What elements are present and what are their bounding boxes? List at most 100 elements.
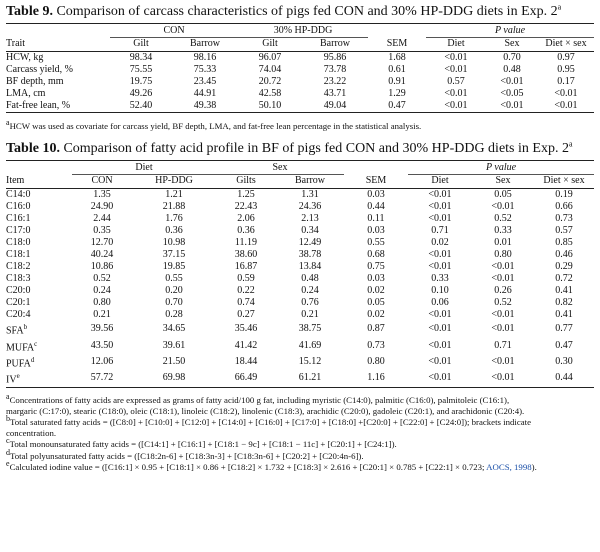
footnote-text: Total saturated fatty acids = ([C8:0] + … (10, 416, 532, 427)
table10-column-header-row: Item CON HP-DDG Gilts Barrow SEM Diet Se… (6, 174, 594, 190)
table-cell: <0.01 (428, 261, 452, 273)
table-cell: 19.75 (129, 76, 153, 87)
table-cell: 10.98 (162, 237, 186, 249)
row-label-text: C16:1 (6, 213, 31, 225)
table10-title: Comparison of fatty acid profile in BF o… (59, 141, 569, 157)
table-cell: 21.50 (162, 356, 186, 368)
table-cell: 0.80 (494, 249, 512, 261)
table-cell: 49.04 (302, 100, 368, 113)
row-label-text: C18:1 (6, 249, 31, 261)
footnote-line: eCalculated iodine value = ([C16:1] × 0.… (6, 459, 594, 473)
table9-group-header-row: CON 30% HP-DDG P value (6, 23, 594, 38)
table-cell: 0.48 (301, 273, 319, 285)
row-label: PUFAd (6, 354, 72, 370)
table9-title: Comparison of carcass characteristics of… (52, 4, 558, 19)
table10-caption-sup: a (568, 139, 573, 149)
table-cell: 2.06 (237, 213, 255, 225)
table-cell: 0.71 (431, 225, 449, 237)
table9-col-barrow-2: Barrow (302, 37, 368, 52)
table-cell: 0.03 (367, 273, 385, 285)
table-cell: 0.41 (555, 309, 573, 321)
table-cell: <0.01 (444, 52, 468, 63)
footnote-text: Calculated iodine value = ([C16:1] × 0.9… (9, 461, 487, 472)
row-label-sup: b (23, 323, 28, 332)
table-cell: 1.68 (388, 52, 406, 63)
row-label-text: MUFA (6, 341, 35, 353)
table-cell: <0.01 (428, 356, 452, 368)
table9-footnote-text: HCW was used as covariate for carcass yi… (9, 121, 422, 131)
row-label-text: C14:0 (6, 189, 31, 201)
table-cell: 38.60 (234, 249, 258, 261)
table-cell: 0.80 (367, 356, 385, 368)
row-label-text: PUFA (6, 358, 31, 370)
row-label: IVe (6, 370, 72, 388)
table-row: C20:1 0.80 0.70 0.74 0.76 0.05 0.06 0.52 0.82 (6, 297, 594, 309)
table-cell: 1.76 (165, 213, 183, 225)
table-cell: 57.72 (72, 370, 132, 388)
table-row: LMA, cm 49.26 44.91 42.58 43.71 1.29 <0.01 <0.0… (6, 88, 594, 100)
table10-col-con: CON (72, 174, 132, 190)
row-label: C18:2 (6, 261, 72, 273)
table10-col-diet-x-sex: Diet × sex (534, 174, 594, 190)
table-cell: 61.21 (276, 370, 344, 388)
footnote-tail: ). (531, 461, 537, 472)
table-cell: 0.82 (555, 297, 573, 309)
table-cell: 50.10 (238, 100, 302, 113)
table10-col-gilts: Gilts (216, 174, 276, 190)
table-cell: 0.87 (367, 323, 385, 335)
table-cell: <0.01 (500, 76, 524, 87)
table10-group-sex: Sex (216, 160, 344, 176)
paper-page: Table 9. Comparison of carcass character… (6, 3, 594, 473)
table10-col-barrow: Barrow (276, 174, 344, 190)
footnote-sup: a (6, 391, 10, 401)
table-row: C17:0 0.35 0.36 0.36 0.34 0.03 0.71 0.33 0.57 (6, 225, 594, 237)
table-row: IVe 57.72 69.98 66.49 61.21 1.16 <0.01 <0.01 0.4… (6, 370, 594, 388)
footnote-text: Total monounsaturated fatty acids = ([C1… (9, 439, 397, 450)
table-cell: <0.01 (444, 64, 468, 75)
table-cell: 0.05 (367, 297, 385, 309)
table10-col-diet: Diet (408, 174, 472, 190)
table-cell: 0.76 (301, 297, 319, 309)
table-row: C18:2 10.86 19.85 16.87 13.84 0.75 <0.01 <0.01 0… (6, 261, 594, 273)
table-cell: 44.91 (193, 88, 217, 99)
reference-link[interactable]: AOCS, 1998 (486, 461, 532, 472)
footnote-sup: d (6, 447, 10, 457)
table-cell: 0.30 (555, 356, 573, 368)
table-cell: 0.36 (237, 225, 255, 237)
table10-footnotes: aConcentrations of fatty acids are expre… (6, 391, 594, 473)
table-cell: 1.21 (165, 189, 183, 201)
table-cell: 0.73 (555, 213, 573, 225)
table10-col-hpddg: HP-DDG (132, 174, 216, 190)
table9-col-sex: Sex (486, 37, 538, 52)
table-cell: 0.77 (555, 323, 573, 335)
table-cell: <0.01 (538, 100, 594, 113)
table-cell: <0.01 (491, 356, 515, 368)
table-row: C18:1 40.24 37.15 38.60 38.78 0.68 <0.01 0.80 0.… (6, 249, 594, 261)
table9-caption: Table 9. Comparison of carcass character… (6, 3, 594, 21)
row-label: Fat-free lean, % (6, 100, 110, 113)
table10-group-diet: Diet (72, 160, 216, 176)
table-cell: 0.71 (494, 339, 512, 351)
table-cell: 73.78 (323, 64, 347, 75)
table9-col-diet-x-sex: Diet × sex (538, 37, 594, 52)
table9-col-gilt: Gilt (110, 37, 172, 52)
table-cell: 69.98 (132, 370, 216, 388)
table-cell: 41.42 (234, 339, 258, 351)
table-cell: 42.58 (258, 88, 282, 99)
table-cell: 12.49 (298, 237, 322, 249)
table10: Diet Sex P value Item CON HP-DDG Gilts B… (6, 160, 594, 388)
table10-footnote: aConcentrations of fatty acids are expre… (6, 391, 594, 417)
table-cell: 0.85 (555, 237, 573, 249)
row-label-text: C18:3 (6, 273, 31, 285)
table-cell: 19.85 (162, 261, 186, 273)
table-cell: 0.61 (388, 64, 406, 75)
table-cell: <0.01 (486, 100, 538, 113)
table10-group-header-row: Diet Sex P value (6, 160, 594, 176)
table10-col-sex: Sex (472, 174, 534, 190)
table-cell: 0.10 (431, 285, 449, 297)
table-row: C16:0 24.90 21.88 22.43 24.36 0.44 <0.01 <0.01 0… (6, 201, 594, 213)
table-cell: 0.48 (503, 64, 521, 75)
table-cell: 0.72 (555, 273, 573, 285)
table-cell: <0.01 (491, 323, 515, 335)
table-cell: 10.86 (90, 261, 114, 273)
